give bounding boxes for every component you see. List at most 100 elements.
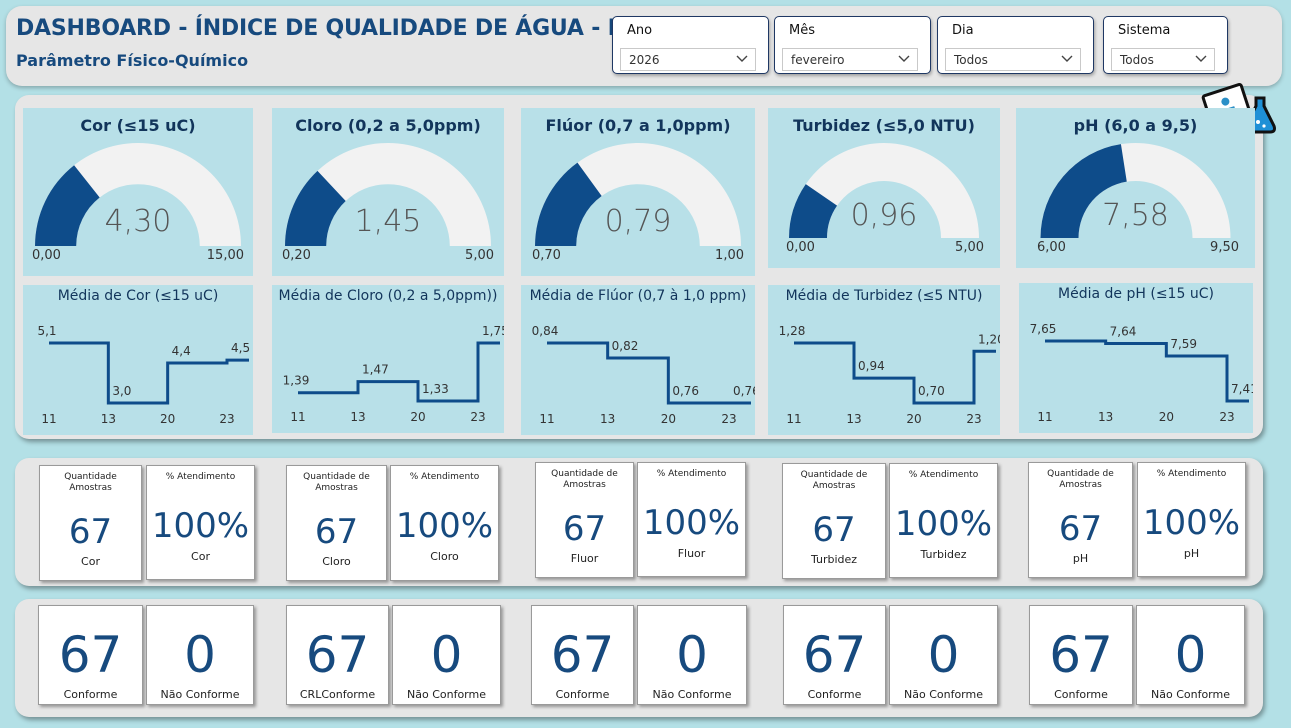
data-label: 0,82: [612, 339, 639, 353]
filter-select[interactable]: fevereiro: [782, 48, 918, 71]
nonconform-card: 0 Não Conforme: [889, 605, 998, 705]
filter-select[interactable]: 2026: [620, 48, 756, 71]
step-line: [298, 341, 500, 403]
nonconform-label: Não Conforme: [407, 688, 486, 701]
x-tick-label: 11: [786, 412, 801, 426]
conform-value: 67: [305, 626, 370, 684]
kpi-param: Cor: [191, 550, 210, 563]
kpi-qty-cor: Quantidade Amostras 67 Cor: [39, 465, 142, 581]
gauge-min: 0,70: [532, 248, 561, 263]
x-tick-label: 20: [160, 412, 175, 426]
filter-ano[interactable]: Ano 2026: [612, 16, 769, 74]
x-tick-label: 20: [906, 412, 921, 426]
gauge-max: 15,00: [206, 248, 244, 263]
data-label: 7,59: [1170, 337, 1197, 351]
kpi-value: 67: [68, 512, 113, 552]
gauge-title: Cor (≤15 uC): [80, 116, 196, 135]
gauge-fill: [789, 184, 838, 238]
line-chart-ph: 7,65 11 7,64 13 7,59 20 7,41 23: [1030, 322, 1253, 424]
filter-dia[interactable]: Dia Todos: [937, 16, 1094, 74]
filter-label: Dia: [952, 23, 974, 38]
gauge-title: Flúor (0,7 a 1,0ppm): [545, 116, 731, 135]
line-card-cloro: Média de Cloro (0,2 a 5,0ppm)) 1,39 11 1,4…: [272, 285, 504, 433]
conform-value: 67: [58, 626, 123, 684]
x-tick-label: 13: [1098, 410, 1113, 424]
chevron-down-icon[interactable]: [897, 51, 911, 65]
kpi-param: pH: [1072, 552, 1089, 565]
kpi-param: pH: [1183, 547, 1200, 560]
chevron-down-icon[interactable]: [735, 51, 749, 65]
conform-label: CRLConforme: [299, 688, 376, 701]
gauge-track: [285, 143, 491, 246]
x-tick-label: 11: [539, 412, 554, 426]
data-label: 7,65: [1030, 322, 1057, 336]
gauge-min: 0,20: [282, 248, 311, 263]
x-tick-label: 23: [721, 412, 736, 426]
gauge-card-cor: Cor (≤15 uC) 4,30 0,00 15,00: [23, 108, 253, 276]
nonconform-value: 0: [1174, 626, 1207, 684]
line-chart-cloro: 1,39 11 1,47 13 1,33 20 1,75 23: [283, 324, 504, 424]
conform-label: Conforme: [555, 688, 610, 701]
kpi-label: % Atendimento: [165, 472, 236, 482]
conform-label: Conforme: [63, 688, 118, 701]
data-label: 1,47: [362, 363, 389, 377]
data-label: 1,20: [978, 332, 1000, 346]
kpi-param: Fluor: [570, 552, 599, 565]
gauge-fluor: [535, 143, 741, 246]
gauge-turbidez: [789, 143, 979, 238]
chevron-down-icon[interactable]: [1194, 51, 1208, 65]
kpi-value: 67: [562, 509, 607, 549]
gauge-max: 9,50: [1210, 240, 1239, 255]
filter-sistema[interactable]: Sistema Todos: [1103, 16, 1228, 74]
conform-card: 67 Conforme: [531, 605, 634, 705]
filter-mes[interactable]: Mês fevereiro: [774, 16, 931, 74]
data-label: 4,5: [231, 341, 250, 355]
x-tick-label: 11: [41, 412, 56, 426]
nonconform-card: 0 Não Conforme: [392, 605, 501, 705]
kpi-pct-turbidez: % Atendimento 100% Turbidez: [889, 463, 998, 578]
gauge-max: 1,00: [715, 248, 744, 263]
x-tick-label: 13: [846, 412, 861, 426]
x-tick-label: 23: [219, 412, 234, 426]
kpi-label: % Atendimento: [656, 469, 727, 479]
chevron-down-icon[interactable]: [1060, 51, 1074, 65]
conform-card: 67 CRLConforme: [286, 605, 389, 705]
kpi-qty-cloro: Quantidade de Amostras 67 Cloro: [286, 465, 387, 581]
filter-select[interactable]: Todos: [945, 48, 1081, 71]
nonconform-label: Não Conforme: [652, 688, 732, 701]
filter-select[interactable]: Todos: [1111, 48, 1215, 71]
kpi-label: % Atendimento: [409, 472, 480, 482]
data-label: 0,76: [733, 384, 755, 398]
nonconform-value: 0: [430, 626, 463, 684]
kpi-label: Quantidade Amostras: [64, 472, 117, 493]
kpi-label: Quantidade de Amostras: [303, 472, 370, 493]
data-label: 0,70: [918, 384, 945, 398]
data-label: 7,64: [1110, 325, 1137, 339]
kpi-pct-cloro: % Atendimento 100% Cloro: [390, 465, 499, 581]
x-tick-label: 20: [1159, 410, 1174, 424]
gauge-cloro: [285, 143, 491, 246]
nonconform-value: 0: [927, 626, 960, 684]
x-tick-label: 11: [1037, 410, 1052, 424]
kpi-label: % Atendimento: [908, 470, 979, 480]
gauge-value: 4,30: [104, 204, 172, 239]
conform-card: 67 Conforme: [38, 605, 143, 705]
gauge-card-turbidez: Turbidez (≤5,0 NTU) 0,96 0,00 5,00: [768, 108, 1000, 268]
page-subtitle: Parâmetro Físico-Químico: [16, 51, 249, 70]
line-chart-turbidez: 1,28 11 0,94 13 0,70 20 1,20 23: [779, 324, 1000, 426]
kpi-value: 100%: [894, 504, 993, 544]
line-card-fluor: Média de Flúor (0,7 à 1,0 ppm) 0,84 11 0,8…: [521, 285, 755, 435]
gauge-value: 1,45: [354, 204, 422, 239]
nonconform-label: Não Conforme: [904, 688, 983, 701]
data-label: 1,39: [283, 374, 310, 388]
data-label: 1,75: [482, 324, 504, 338]
gauge-max: 5,00: [955, 240, 984, 255]
gauge-value: 0,79: [604, 204, 672, 239]
gauge-fill: [285, 170, 346, 246]
nonconform-label: Não Conforme: [1151, 688, 1230, 701]
gauge-track: [535, 143, 741, 246]
filter-value: fevereiro: [791, 53, 845, 67]
line-chart-cor: 5,1 11 3,0 13 4,4 20 4,5 23: [37, 324, 250, 426]
chart-title: Média de Cor (≤15 uC): [57, 288, 219, 304]
step-line: [547, 341, 751, 405]
